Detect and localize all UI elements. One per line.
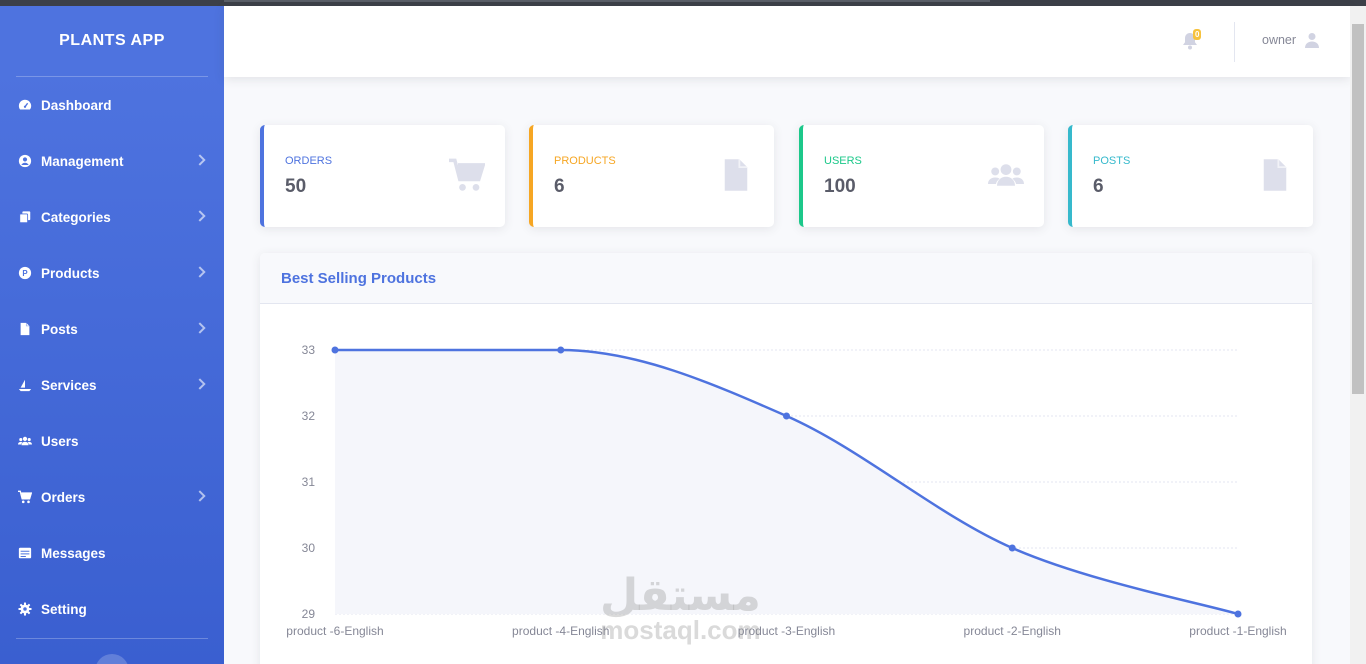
sidebar-item-label: Users [41,433,79,449]
sidebar-nav: Dashboard Management Categories P Products Po… [0,77,224,637]
sidebar-item-label: Products [41,265,100,281]
sidebar-divider [16,76,208,77]
sidebar-toggle-button[interactable] [95,654,129,664]
mail-bulk-icon [16,545,34,561]
watermark-arabic: مستقل [600,570,761,621]
file-icon [16,321,34,337]
sidebar-item-label: Categories [41,209,111,225]
sidebar-item-dashboard[interactable]: Dashboard [0,77,224,133]
y-tick-label: 30 [302,541,316,555]
x-tick-label: product -6-English [286,624,383,638]
sidebar-item-label: Orders [41,489,86,505]
sidebar-item-setting[interactable]: Setting [0,581,224,637]
sidebar-item-label: Messages [41,545,106,561]
stat-card-label: PRODUCTS [554,155,616,167]
y-tick-label: 33 [302,343,316,357]
best-selling-panel: Best Selling Products 29 30 31 32 33 product … [260,253,1312,664]
product-p-icon: P [16,265,34,281]
x-tick-label: product -1-English [1189,624,1286,638]
data-point [1008,544,1016,552]
sidebar-item-label: Setting [41,601,87,617]
topbar-divider [1234,22,1235,62]
stat-card-value: 100 [824,176,856,197]
x-tick-label: product -2-English [964,624,1061,638]
x-tick-label: product -4-English [512,624,609,638]
stat-card-label: POSTS [1093,155,1131,167]
y-tick-label: 31 [302,475,316,489]
stat-card-products: PRODUCTS 6 [529,125,774,227]
sidebar-item-label: Dashboard [41,97,112,113]
cart-icon [16,489,34,505]
dashboard-icon [16,97,34,113]
sidebar-item-posts[interactable]: Posts [0,301,224,357]
ship-icon [16,377,34,393]
sidebar-item-messages[interactable]: Messages [0,525,224,581]
stat-card-value: 50 [285,176,307,197]
browser-top-strip [0,0,1366,6]
chevron-right-icon [194,210,206,222]
sidebar-item-orders[interactable]: Orders [0,469,224,525]
notification-count-badge: 0 [1193,29,1202,40]
user-avatar-icon [1305,33,1320,48]
users-icon [16,433,34,449]
data-point [331,346,339,354]
sidebar-item-services[interactable]: Services [0,357,224,413]
watermark: مستقل mostaql.com [600,570,761,646]
sidebar: PLANTS APP Dashboard Management Categories… [0,6,224,664]
stat-card-posts: POSTS 6 [1068,125,1313,227]
chevron-right-icon [194,490,206,502]
sidebar-bottom-divider [16,638,208,639]
chevron-right-icon [194,322,206,334]
data-point [1234,610,1242,618]
stat-card-orders: ORDERS 50 [260,125,505,227]
sidebar-item-management[interactable]: Management [0,133,224,189]
stat-card-value: 6 [554,176,565,197]
user-menu[interactable]: owner [1262,32,1320,48]
panel-title: Best Selling Products [281,269,437,287]
chevron-right-icon [194,266,206,278]
sidebar-item-label: Services [41,377,97,393]
file-icon [718,157,754,198]
stat-card-users: USERS 100 [799,125,1044,227]
cart-icon [449,157,486,198]
user-circle-icon [16,153,34,169]
sidebar-item-products[interactable]: P Products [0,245,224,301]
y-tick-label: 32 [302,409,316,423]
chevron-right-icon [194,378,206,390]
sidebar-item-categories[interactable]: Categories [0,189,224,245]
stat-card-value: 6 [1093,176,1104,197]
stat-card-label: ORDERS [285,155,333,167]
chevron-right-icon [194,154,206,166]
gear-icon [16,601,34,617]
panel-header: Best Selling Products [260,253,1312,304]
best-selling-chart: 29 30 31 32 33 product -6-English product -4-E… [286,343,1286,638]
sidebar-item-label: Posts [41,321,78,337]
copy-icon [16,209,34,225]
y-tick-label: 29 [302,607,316,621]
stat-card-label: USERS [824,155,862,167]
series-area-fill [335,350,1238,614]
notifications-button[interactable]: 0 [1182,29,1202,52]
scrollbar-thumb[interactable] [1352,24,1364,394]
sidebar-item-users[interactable]: Users [0,413,224,469]
topbar: 0 owner [224,6,1350,77]
x-tick-label: product -3-English [738,624,835,638]
sidebar-item-label: Management [41,153,124,169]
data-point [557,346,565,354]
browser-strip-accent [224,0,990,2]
app-brand[interactable]: PLANTS APP [59,32,165,49]
page-scrollbar[interactable] [1350,6,1366,664]
watermark-latin: mostaql.com [600,615,761,645]
data-point [783,412,790,420]
file-icon [1257,157,1293,198]
svg-text:P: P [22,269,27,278]
users-icon [988,157,1024,198]
user-name: owner [1262,33,1297,47]
